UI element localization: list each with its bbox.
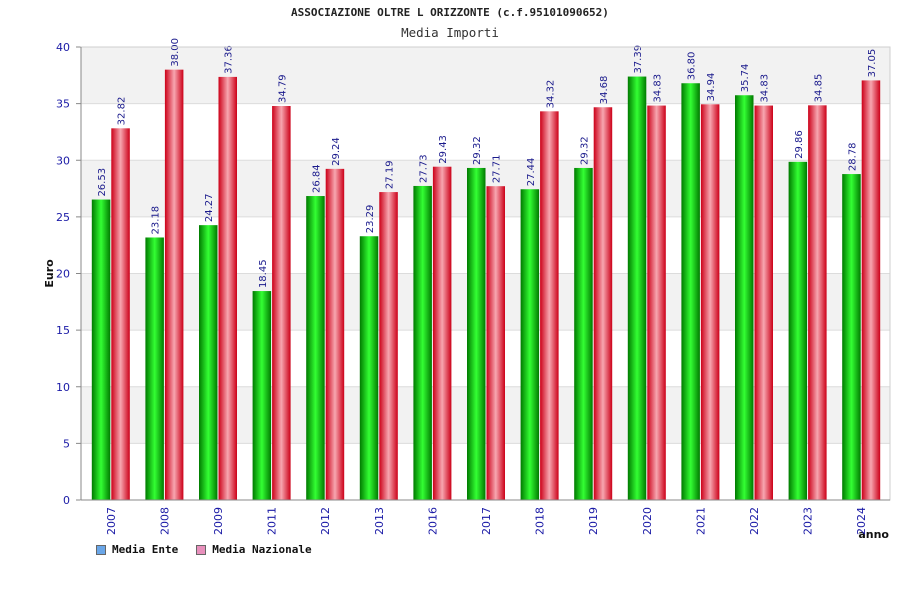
data-label-nazionale: 34.85 [813,74,824,103]
data-label-nazionale: 34.32 [545,80,556,109]
legend-label-nazionale: Media Nazionale [212,543,312,556]
bar-media-nazionale [164,69,184,501]
legend-item-ente: Media Ente [96,543,178,556]
data-label-ente: 27.73 [419,154,430,183]
x-tick-label: 2018 [534,507,547,535]
data-label-nazionale: 34.68 [599,76,610,105]
x-tick-label: 2011 [266,507,279,535]
y-tick-label: 20 [56,268,70,281]
x-tick-label: 2024 [855,507,868,535]
x-tick-label: 2020 [641,507,654,535]
x-tick-label: 2023 [802,507,815,535]
legend-swatch-ente [96,544,106,555]
bar-media-ente [145,237,164,500]
bar-media-ente [788,161,808,500]
chart-subtitle: Media Importi [401,25,499,40]
y-tick-label: 25 [56,211,70,224]
data-label-ente: 26.53 [97,168,108,197]
x-axis-title: anno [858,528,889,541]
bar-media-nazionale [540,111,559,501]
bar-media-nazionale [111,128,130,500]
bar-media-ente [359,236,379,500]
y-tick-label: 10 [56,381,70,394]
data-label-ente: 29.32 [472,136,483,165]
x-tick-label: 2007 [105,507,118,535]
bar-media-ente [91,199,111,501]
grid-band [81,47,890,104]
bar-media-ente [413,185,432,500]
bar-media-ente [842,174,861,500]
bar-media-ente [574,167,593,501]
bar-media-ente [627,76,647,500]
data-label-ente: 29.32 [579,136,590,165]
y-tick-label: 30 [56,154,70,167]
bar-media-ente [252,291,272,500]
data-label-nazionale: 34.83 [760,74,771,103]
data-label-nazionale: 27.19 [385,160,396,189]
x-tick-label: 2017 [480,507,493,535]
bar-media-nazionale [647,105,666,501]
bar-media-nazionale [754,105,773,501]
bar-media-ente [306,196,325,501]
data-label-nazionale: 34.79 [277,74,288,103]
y-tick-label: 15 [56,324,70,337]
legend-swatch-nazionale [196,544,207,555]
data-label-ente: 23.18 [151,206,162,235]
x-tick-label: 2009 [212,507,225,535]
data-label-nazionale: 38.00 [170,38,181,67]
data-label-ente: 37.39 [633,45,644,74]
bar-media-nazionale [218,76,237,500]
x-tick-label: 2022 [748,507,761,535]
bar-media-ente [681,83,700,501]
legend-item-nazionale: Media Nazionale [196,543,312,556]
x-tick-label: 2021 [694,507,707,535]
bar-media-nazionale [325,168,345,500]
chart-title: ASSOCIAZIONE OLTRE L ORIZZONTE (c.f.9510… [291,6,609,19]
x-tick-label: 2013 [373,507,386,535]
bar-media-ente [735,95,754,500]
legend-label-ente: Media Ente [112,543,179,556]
data-label-nazionale: 32.82 [117,97,128,126]
bar-media-nazionale [861,80,881,500]
bar-media-nazionale [379,192,398,501]
data-label-nazionale: 34.83 [653,74,664,103]
data-label-nazionale: 37.36 [224,45,235,74]
data-label-ente: 27.44 [526,158,537,187]
data-label-ente: 28.78 [847,142,858,171]
data-label-ente: 18.45 [258,259,269,288]
data-label-nazionale: 29.24 [331,137,342,166]
bar-media-ente [467,167,486,501]
x-tick-label: 2019 [587,507,600,535]
bar-media-nazionale [272,106,291,501]
bar-media-ente [520,189,540,500]
data-label-ente: 23.29 [365,205,376,234]
x-tick-label: 2012 [319,507,332,535]
bar-media-ente [199,225,218,500]
y-tick-label: 0 [63,494,70,507]
data-label-ente: 29.86 [794,130,805,159]
bar-media-nazionale [700,104,720,500]
y-axis-title: Euro [43,259,56,288]
bar-media-nazionale [432,166,452,500]
y-tick-label: 35 [56,98,70,111]
data-label-ente: 26.84 [311,164,322,193]
chart-legend: Media Ente Media Nazionale [96,543,312,556]
bar-media-nazionale [486,186,505,500]
data-label-ente: 36.80 [687,52,698,81]
data-label-ente: 35.74 [740,64,751,93]
data-label-nazionale: 27.71 [492,155,503,184]
data-label-nazionale: 37.05 [867,49,878,78]
y-tick-label: 40 [56,41,70,54]
x-tick-label: 2016 [426,507,439,535]
data-label-nazionale: 29.43 [438,135,449,164]
data-label-nazionale: 34.94 [706,73,717,102]
x-tick-label: 2008 [158,507,171,535]
bar-media-nazionale [808,105,827,500]
y-tick-label: 5 [63,437,70,450]
bar-media-nazionale [593,107,613,501]
data-label-ente: 24.27 [204,194,215,223]
